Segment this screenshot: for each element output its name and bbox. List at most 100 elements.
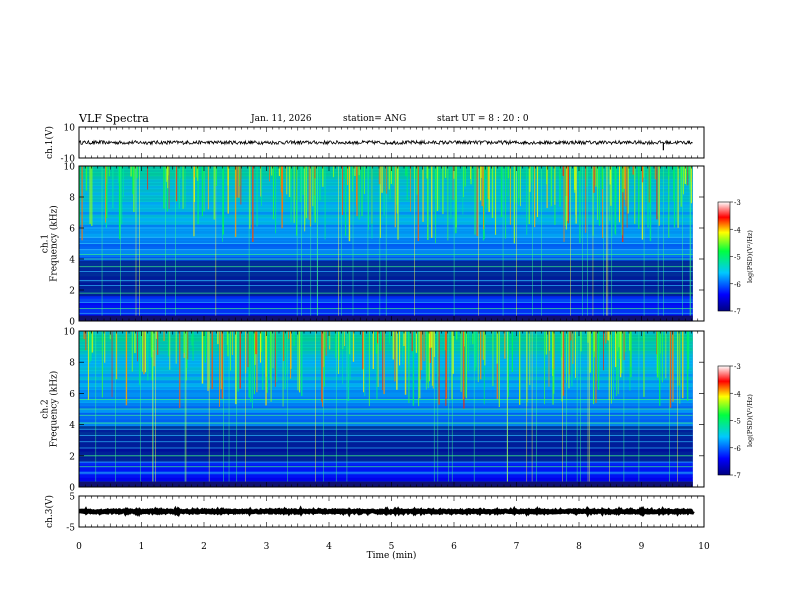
spectrogram-band xyxy=(79,230,693,235)
spectrogram-band xyxy=(79,169,693,173)
spectrogram-band xyxy=(79,301,693,306)
spectrogram-band xyxy=(79,392,693,397)
spectrogram-band xyxy=(79,412,693,416)
spectrogram-band xyxy=(79,373,693,377)
spectrogram-band xyxy=(79,224,693,228)
x-tick-label: 6 xyxy=(451,542,457,552)
spectrogram-dark-region xyxy=(79,426,693,463)
spectrogram-floor xyxy=(79,481,693,487)
spectrogram-band xyxy=(79,253,693,257)
spectrogram-band xyxy=(79,182,693,186)
start-time-label: start UT = 8 : 20 : 0 xyxy=(437,114,529,124)
colorbar-tick-label: -4 xyxy=(734,226,741,234)
y-tick-label: -10 xyxy=(61,155,76,165)
spectrogram-band xyxy=(79,415,693,420)
spectrogram-band xyxy=(79,195,693,199)
spectrogram-band xyxy=(79,477,693,481)
spectrogram-band xyxy=(79,402,693,407)
colorbar-tick-label: -3 xyxy=(734,363,741,371)
spectrogram-band xyxy=(79,175,693,180)
y-tick-label: 4 xyxy=(69,256,75,266)
spectrogram-band xyxy=(79,337,693,342)
colorbar-tick-label: -7 xyxy=(734,308,741,316)
y-axis-label: ch.1 xyxy=(41,234,51,253)
y-tick-label: -5 xyxy=(66,524,75,534)
spectrogram-band xyxy=(79,474,693,478)
x-tick-label: 10 xyxy=(698,542,710,552)
spectrogram-band xyxy=(79,347,693,351)
spectrogram-band xyxy=(79,191,693,196)
spectrogram-band xyxy=(79,172,693,177)
y-tick-label: 8 xyxy=(69,359,75,369)
spectrogram-band xyxy=(79,220,693,225)
colorbar xyxy=(717,365,731,476)
colorbar-tick-label: -3 xyxy=(734,199,741,207)
spectrogram-band xyxy=(79,399,693,403)
x-tick-label: 9 xyxy=(639,542,645,552)
y-axis-label: ch.3(V) xyxy=(44,495,55,528)
spectrogram-band xyxy=(79,246,693,251)
x-tick-label: 5 xyxy=(389,542,395,552)
spectrogram-band xyxy=(79,243,693,248)
y-tick-label: 2 xyxy=(69,452,75,462)
spectrogram-band xyxy=(79,379,693,384)
y-tick-label: 10 xyxy=(64,124,76,134)
spectrogram-band xyxy=(79,370,693,374)
colorbar-label: log(PSD)(V²/Hz) xyxy=(746,230,754,283)
date-label: Jan. 11, 2026 xyxy=(251,114,312,124)
spectrogram-band xyxy=(79,405,693,410)
spectrogram-band xyxy=(79,214,693,219)
spectrogram-band xyxy=(79,211,693,215)
y-tick-label: 6 xyxy=(69,390,75,400)
y-tick-label: 4 xyxy=(69,421,75,431)
waveform-4 xyxy=(78,505,695,518)
x-tick-label: 7 xyxy=(514,542,520,552)
spectrogram-3 xyxy=(79,331,693,488)
spectrogram-band xyxy=(79,409,693,413)
spectrogram-dark-region xyxy=(79,260,693,297)
colorbar-tick-label: -6 xyxy=(734,445,741,453)
x-tick-label: 8 xyxy=(576,542,582,552)
spectrogram-2 xyxy=(78,166,693,322)
spectrogram-floor xyxy=(79,315,693,321)
spectrogram-band xyxy=(79,227,693,232)
x-tick-label: 4 xyxy=(326,542,332,552)
spectrogram-band xyxy=(79,383,693,387)
spectrogram-band xyxy=(79,467,693,472)
figure-title: VLF Spectra xyxy=(79,112,149,125)
y-tick-label: 0 xyxy=(69,318,75,328)
y-tick-label: 10 xyxy=(64,163,76,173)
y-axis-label: Frequency (kHz) xyxy=(49,205,60,282)
spectrogram-band xyxy=(79,334,693,338)
spectrogram-band xyxy=(79,350,693,355)
x-axis-label: Time (min) xyxy=(367,550,417,561)
spectrogram-band xyxy=(79,295,693,299)
y-axis-label: ch.1(V) xyxy=(44,126,55,159)
spectrogram-band xyxy=(79,340,693,345)
y-tick-label: 2 xyxy=(69,287,75,297)
spectrogram-band xyxy=(79,204,693,209)
spectrogram-band xyxy=(79,344,693,348)
spectrogram-band xyxy=(79,357,693,361)
spectrogram-band xyxy=(79,331,693,335)
x-tick-label: 0 xyxy=(76,542,82,552)
spectrogram-band xyxy=(79,166,693,170)
spectrogram-band xyxy=(79,363,693,368)
spectrogram-band xyxy=(79,386,693,390)
spectrogram-band xyxy=(79,198,693,203)
spectrogram-band xyxy=(79,256,693,261)
colorbar xyxy=(717,201,731,312)
spectrogram-band xyxy=(79,233,693,238)
spectrogram-band xyxy=(79,418,693,423)
spectrogram-band xyxy=(79,298,693,303)
spectrogram-band xyxy=(79,366,693,371)
waveform-1 xyxy=(78,139,693,146)
spectrogram-band xyxy=(79,249,693,254)
x-tick-label: 2 xyxy=(201,542,207,552)
spectrogram-band xyxy=(79,422,693,426)
spectrogram-band xyxy=(79,201,693,206)
spectrogram-band xyxy=(79,237,693,241)
spectrogram-band xyxy=(79,217,693,222)
y-tick-label: 10 xyxy=(64,328,76,338)
